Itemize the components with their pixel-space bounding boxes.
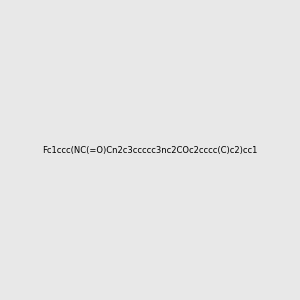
Text: Fc1ccc(NC(=O)Cn2c3ccccc3nc2COc2cccc(C)c2)cc1: Fc1ccc(NC(=O)Cn2c3ccccc3nc2COc2cccc(C)c2… (42, 146, 258, 154)
